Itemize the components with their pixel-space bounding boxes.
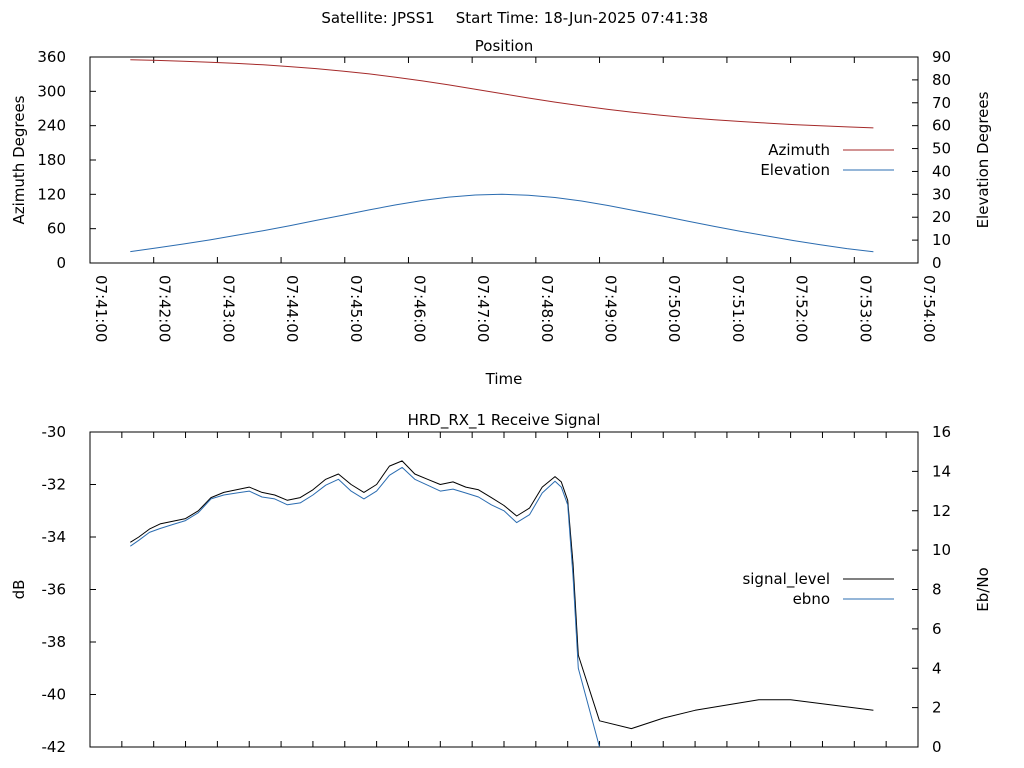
chart1-y-tick-label: -30 — [42, 423, 67, 441]
chart0-y2-tick-label: 60 — [932, 117, 951, 135]
chart0-y2-tick-label: 0 — [932, 254, 942, 272]
chart0-legend-label: Azimuth — [768, 141, 830, 159]
chart0-x-tick-label: 07:47:00 — [474, 275, 492, 342]
chart1-y-tick-label: -36 — [42, 581, 67, 599]
chart1-y2-tick-label: 12 — [932, 502, 951, 520]
satellite-title: Satellite: JPSS1 — [321, 9, 434, 27]
chart1-y-tick-label: -40 — [42, 686, 67, 704]
chart0-y-tick-label: 180 — [37, 151, 66, 169]
chart0-title: Position — [475, 37, 533, 55]
chart1-y2-tick-label: 10 — [932, 541, 951, 559]
chart0-y2-tick-label: 10 — [932, 231, 951, 249]
chart1-y2-tick-label: 2 — [932, 699, 942, 717]
chart1-y-tick-label: -38 — [42, 633, 67, 651]
chart1-y-axis-label: dB — [10, 580, 28, 600]
chart0-y-tick-label: 0 — [56, 254, 66, 272]
chart0-y2-tick-label: 40 — [932, 162, 951, 180]
chart0-y-tick-label: 120 — [37, 185, 66, 203]
chart1-y2-tick-label: 14 — [932, 462, 951, 480]
chart1-legend-label: ebno — [793, 590, 830, 608]
chart0-x-tick-label: 07:48:00 — [538, 275, 556, 342]
chart0-y-tick-label: 360 — [37, 48, 66, 66]
chart1-y2-tick-label: 16 — [932, 423, 951, 441]
chart1-title: HRD_RX_1 Receive Signal — [408, 411, 601, 430]
chart1-y2-tick-label: 6 — [932, 620, 942, 638]
chart0-y2-tick-label: 30 — [932, 185, 951, 203]
chart0-x-tick-label: 07:54:00 — [920, 275, 938, 342]
chart0-x-tick-label: 07:46:00 — [410, 275, 428, 342]
chart0-y-tick-label: 240 — [37, 117, 66, 135]
chart0-y-tick-label: 60 — [47, 220, 66, 238]
chart1-y2-tick-label: 0 — [932, 738, 942, 756]
chart0-series-azimuth — [130, 59, 874, 129]
chart0-y2-axis-label: Elevation Degrees — [974, 91, 992, 228]
chart1-y2-axis-label: Eb/No — [974, 567, 992, 611]
chart0-x-tick-label: 07:49:00 — [602, 275, 620, 342]
chart0-y-axis-label: Azimuth Degrees — [10, 95, 28, 224]
chart0-y2-tick-label: 50 — [932, 140, 951, 158]
chart0-x-tick-label: 07:41:00 — [92, 275, 110, 342]
receive-signal-chart: HRD_RX_1 Receive Signal -42 -40 -38 -36 -34 -3… — [10, 411, 992, 756]
chart0-x-tick-label: 07:50:00 — [665, 275, 683, 342]
chart0-series-elevation — [130, 193, 874, 253]
chart0-x-tick-label: 07:42:00 — [156, 275, 174, 342]
chart1-y-tick-label: -42 — [42, 738, 67, 756]
chart0-x-tick-label: 07:45:00 — [347, 275, 365, 342]
chart0-legend-label: Elevation — [760, 161, 830, 179]
chart0-y-tick-label: 300 — [37, 82, 66, 100]
position-chart: Position 07:41:00 07:42:00 07:43:00 07:44:00… — [10, 37, 992, 388]
chart1-series-ebno — [130, 466, 600, 747]
chart1-y2-tick-label: 8 — [932, 581, 942, 599]
chart0-x-tick-label: 07:51:00 — [729, 275, 747, 342]
chart0-x-tick-label: 07:44:00 — [283, 275, 301, 342]
chart0-y2-tick-label: 20 — [932, 208, 951, 226]
chart0-y2-tick-label: 80 — [932, 71, 951, 89]
chart0-y2-tick-label: 70 — [932, 94, 951, 112]
chart0-y2-tick-label: 90 — [932, 48, 951, 66]
chart1-legend-label: signal_level — [742, 570, 830, 589]
chart1-y-tick-label: -32 — [42, 476, 67, 494]
chart0-x-tick-label: 07:52:00 — [793, 275, 811, 342]
chart1-y2-tick-label: 4 — [932, 659, 942, 677]
chart0-plot-frame — [89, 56, 919, 264]
chart0-x-tick-label: 07:53:00 — [856, 275, 874, 342]
chart0-x-axis-label: Time — [485, 370, 523, 388]
chart1-y-tick-label: -34 — [42, 528, 67, 546]
start-time-title: Start Time: 18-Jun-2025 07:41:38 — [456, 9, 708, 27]
chart0-x-tick-label: 07:43:00 — [219, 275, 237, 342]
chart1-series-signal-level — [130, 460, 874, 730]
